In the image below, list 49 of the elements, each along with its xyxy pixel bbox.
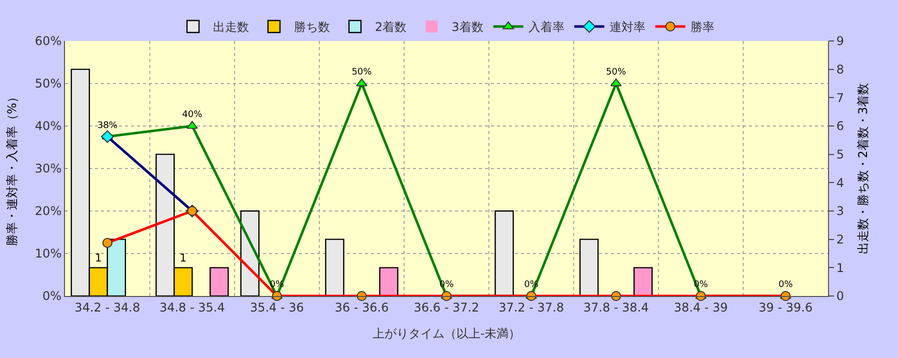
- x-tick-label: 37.2 - 37.8: [498, 300, 564, 314]
- x-tick-label: 35.4 - 36: [250, 300, 304, 314]
- y2-tick-label: 8: [836, 62, 844, 77]
- y2-tick-label: 3: [836, 204, 844, 218]
- x-tick-label: 34.8 - 35.4: [159, 300, 225, 314]
- x-axis-title: 上がりタイム（以上-未満）: [372, 326, 521, 340]
- x-tick-label: 36.6 - 37.2: [414, 300, 480, 314]
- y2-axis-title: 出走数・勝ち数・2着数・3着数: [856, 82, 870, 254]
- data-label: 1: [94, 252, 102, 265]
- data-label: 40%: [182, 110, 203, 120]
- bar: [379, 267, 398, 296]
- legend-label: 3着数: [452, 20, 484, 34]
- x-tick-label: 38.4 - 39: [674, 300, 728, 314]
- legend-label: 勝率: [690, 20, 714, 34]
- legend-label: 出走数: [213, 20, 249, 34]
- x-tick-label: 34.2 - 34.8: [74, 300, 140, 314]
- bar: [210, 267, 229, 296]
- y2-tick-label: 2: [836, 232, 844, 247]
- data-label: 50%: [606, 68, 627, 78]
- x-tick-label: 36 - 36.6: [334, 300, 389, 314]
- y-tick-label: 0%: [42, 289, 62, 304]
- y2-tick-label: 0: [836, 289, 844, 304]
- y-axis-title: 勝率・連対率・入着率（%）: [5, 90, 20, 246]
- bar: [633, 267, 653, 296]
- legend-label: 連対率: [609, 20, 646, 34]
- y2-tick-label: 6: [836, 119, 844, 134]
- data-label: 0%: [778, 280, 794, 290]
- y-tick-label: 20%: [34, 204, 62, 218]
- x-tick-label: 37.8 - 38.4: [583, 300, 649, 314]
- y-tick-label: 40%: [34, 119, 62, 134]
- data-label: 1: [180, 252, 187, 265]
- bar: [494, 210, 514, 296]
- data-label: 38%: [97, 120, 118, 131]
- y2-tick-label: 5: [836, 148, 844, 162]
- y2-tick-label: 9: [836, 34, 844, 48]
- y2-tick-label: 4: [836, 176, 844, 190]
- y2-tick-label: 1: [836, 260, 844, 275]
- bar: [579, 238, 599, 296]
- bar: [325, 238, 344, 296]
- y-tick-label: 60%: [34, 34, 62, 48]
- y-tick-label: 30%: [34, 162, 62, 176]
- legend-label: 入着率: [528, 20, 564, 34]
- x-tick-label: 39 - 39.6: [758, 300, 813, 314]
- legend-label: 2着数: [375, 20, 407, 34]
- legend-label: 勝ち数: [294, 20, 330, 34]
- data-label: 50%: [352, 68, 372, 78]
- y2-tick-label: 7: [836, 90, 844, 105]
- y-tick-label: 50%: [34, 76, 62, 91]
- y-tick-label: 10%: [34, 246, 62, 261]
